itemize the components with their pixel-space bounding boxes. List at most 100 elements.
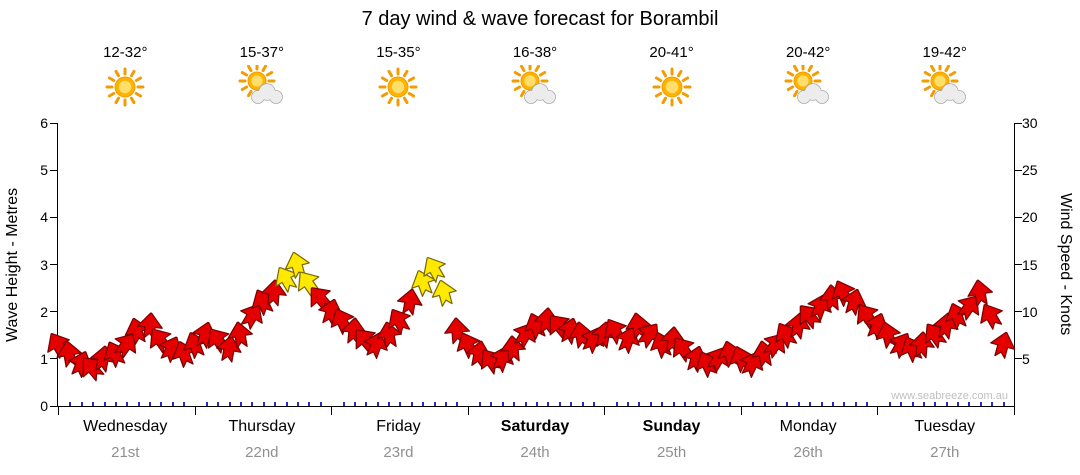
day-date: 21st	[111, 444, 140, 461]
minor-time-tick	[922, 402, 925, 406]
sun-icon	[648, 65, 696, 111]
wind-arrow	[803, 290, 838, 325]
minor-time-tick	[69, 402, 72, 406]
wind-arrow	[610, 323, 645, 358]
minor-time-tick	[274, 402, 277, 406]
left-axis-tick	[50, 405, 57, 407]
minor-time-tick	[695, 402, 698, 406]
minor-time-tick	[627, 402, 630, 406]
wind-arrow	[838, 286, 871, 319]
minor-time-tick	[114, 402, 117, 406]
wind-arrow	[359, 327, 394, 362]
minor-time-tick	[945, 402, 948, 406]
minor-time-tick	[581, 402, 584, 406]
minor-time-tick	[353, 402, 356, 406]
day-date: 23rd	[383, 444, 414, 461]
day-date: 27th	[930, 444, 960, 461]
minor-time-tick	[80, 402, 83, 406]
minor-time-tick	[752, 402, 755, 406]
minor-time-tick	[160, 402, 163, 406]
day-name: Saturday	[500, 418, 570, 435]
chart-title: 7 day wind & wave forecast for Borambil	[361, 8, 719, 30]
day-separator-tick	[58, 406, 59, 415]
day-date: 24th	[520, 444, 550, 461]
minor-time-tick	[103, 402, 106, 406]
left-axis-tick	[50, 311, 57, 313]
minor-time-tick	[490, 402, 493, 406]
minor-time-tick	[444, 402, 447, 406]
minor-time-tick	[570, 402, 573, 406]
left-axis-tick-label: 0	[40, 398, 48, 414]
minor-time-tick	[615, 402, 618, 406]
minor-time-tick	[843, 402, 846, 406]
sun-icon	[374, 65, 422, 111]
day-separator-tick	[604, 406, 606, 415]
wind-arrow	[405, 266, 440, 301]
minor-time-tick	[205, 402, 208, 406]
right-axis-tick-label: 30	[1022, 115, 1038, 131]
wind-arrow	[498, 335, 527, 364]
wind-arrow	[395, 287, 426, 318]
day-separator-tick	[331, 406, 333, 415]
minor-time-tick	[422, 402, 425, 406]
right-axis-tick-label: 5	[1022, 350, 1030, 367]
minor-time-tick	[809, 402, 812, 406]
minor-time-tick	[308, 402, 311, 406]
minor-time-tick	[171, 402, 174, 406]
right-axis-tick-label: 10	[1022, 303, 1038, 320]
right-axis-tick	[1015, 122, 1022, 124]
wind-arrow	[734, 346, 770, 382]
left-axis-tick-label: 2	[40, 303, 48, 320]
minor-time-tick	[957, 402, 960, 406]
minor-time-tick	[183, 402, 186, 406]
minor-time-tick	[376, 402, 379, 406]
minor-time-tick	[911, 402, 914, 406]
minor-time-tick	[319, 402, 322, 406]
minor-time-tick	[137, 402, 140, 406]
wind-arrow	[107, 326, 145, 364]
minor-time-tick	[410, 402, 413, 406]
day-name: Friday	[376, 418, 421, 435]
minor-time-tick	[433, 402, 436, 406]
left-axis-tick	[50, 264, 57, 265]
wind-arrow	[381, 303, 418, 340]
minor-time-tick	[228, 402, 231, 406]
day-temp: 15-37°	[239, 44, 285, 61]
left-axis-tick	[50, 169, 57, 171]
sun-cloud-icon	[921, 62, 969, 111]
day-temp: 19-42°	[922, 44, 967, 61]
x-axis-labels: Wednesday 21st Thursday 22nd Friday 23rd Satur…	[57, 418, 1013, 470]
minor-time-tick	[92, 402, 95, 406]
day-temp: 16-38°	[512, 44, 558, 61]
wind-arrow	[259, 278, 288, 307]
wind-arrow	[428, 276, 461, 309]
day-name: Monday	[779, 418, 837, 435]
minor-time-tick	[831, 402, 834, 406]
right-axis-tick	[1015, 264, 1022, 265]
days-header: 12-32° 15-37° 15-35° 16-38° 20-41° 20-42° 19-4…	[57, 44, 1013, 122]
sun-cloud-icon	[511, 62, 559, 111]
right-axis-tick	[1015, 216, 1022, 218]
minor-time-tick	[240, 402, 243, 406]
left-axis-tick-label: 5	[40, 162, 48, 179]
day-date: 26th	[793, 444, 823, 461]
minor-time-tick	[513, 402, 516, 406]
wind-arrow	[233, 298, 270, 335]
wind-arrow	[950, 288, 988, 326]
wind-arrow	[623, 310, 654, 341]
minor-time-tick	[683, 402, 686, 406]
minor-time-tick	[558, 402, 561, 406]
minor-time-tick	[524, 402, 527, 406]
minor-time-tick	[251, 402, 254, 406]
right-axis-tick-label: 25	[1022, 162, 1038, 179]
left-axis-tick	[50, 216, 57, 218]
minor-time-tick	[638, 402, 641, 406]
day-separator-tick	[1014, 406, 1015, 415]
minor-time-tick	[388, 402, 391, 406]
wind-arrow	[224, 320, 255, 351]
day-temp: 15-35°	[376, 44, 421, 61]
minor-time-tick	[649, 402, 652, 406]
day-date: 22nd	[245, 444, 279, 461]
wind-arrow	[213, 334, 244, 365]
minor-time-tick	[365, 402, 368, 406]
